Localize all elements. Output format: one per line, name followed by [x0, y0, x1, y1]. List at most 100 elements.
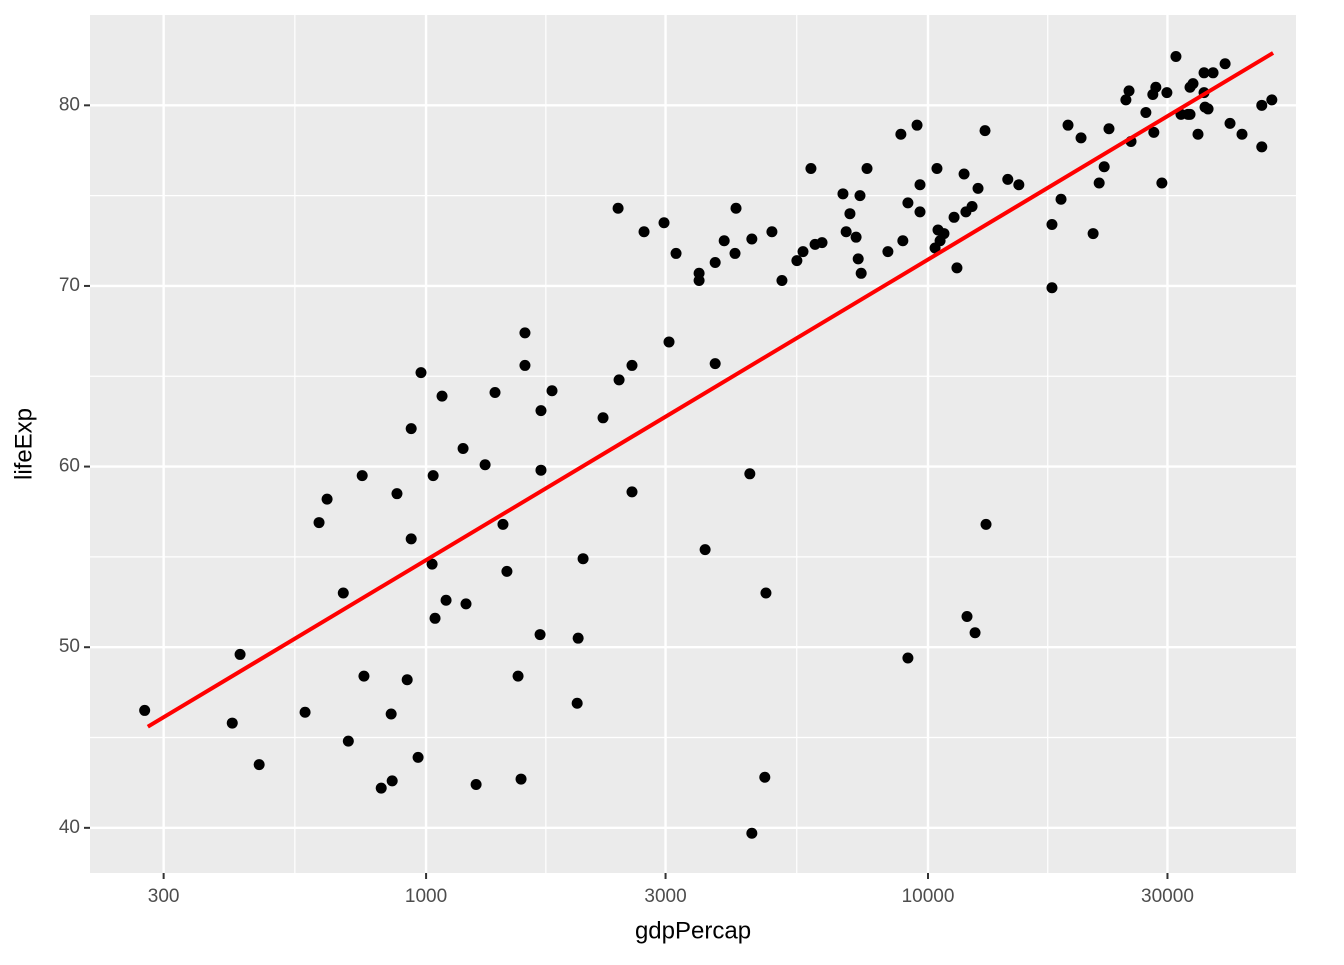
point — [1256, 99, 1268, 111]
point — [386, 775, 398, 787]
x-tick-label: 300 — [148, 886, 180, 907]
point — [436, 390, 448, 402]
point — [638, 226, 650, 238]
trend-line — [146, 51, 1275, 729]
point — [948, 211, 960, 223]
point — [969, 627, 981, 639]
point — [572, 632, 584, 644]
point — [489, 387, 501, 399]
point — [1161, 87, 1173, 99]
point — [405, 423, 417, 435]
point — [1224, 117, 1236, 129]
point — [460, 598, 472, 610]
point — [1093, 177, 1105, 189]
point — [730, 202, 742, 214]
point — [391, 488, 403, 500]
point — [1219, 58, 1231, 70]
point — [534, 629, 546, 641]
point — [412, 751, 424, 763]
point — [479, 459, 491, 471]
point — [844, 208, 856, 220]
point — [791, 255, 803, 267]
point — [1156, 177, 1168, 189]
y-tick-label: 80 — [59, 94, 80, 115]
point — [457, 443, 469, 455]
point — [746, 233, 758, 245]
point — [470, 778, 482, 790]
panel — [90, 15, 1296, 873]
point — [852, 253, 864, 265]
point — [1013, 179, 1025, 191]
x-tick-label: 30000 — [1141, 886, 1194, 907]
point — [1148, 126, 1160, 138]
point — [958, 168, 970, 180]
point — [709, 358, 721, 370]
point — [613, 374, 625, 386]
y-axis-title: lifeExp — [10, 408, 37, 480]
point — [759, 771, 771, 783]
point — [816, 237, 828, 249]
point — [979, 125, 991, 137]
point — [226, 717, 238, 729]
point — [401, 674, 413, 686]
point — [931, 163, 943, 175]
point — [626, 486, 638, 498]
point — [375, 782, 387, 794]
point — [546, 385, 558, 397]
point — [840, 226, 852, 238]
x-tick-label: 1000 — [405, 886, 447, 907]
point — [234, 648, 246, 660]
point — [535, 464, 547, 476]
point — [693, 275, 705, 287]
point — [358, 670, 370, 682]
point — [299, 706, 311, 718]
point — [718, 235, 730, 247]
point — [497, 518, 509, 530]
point — [709, 256, 721, 268]
point — [897, 235, 909, 247]
point — [512, 670, 524, 682]
point — [415, 367, 427, 379]
point — [1087, 228, 1099, 240]
point — [405, 533, 417, 545]
y-tick-label: 50 — [59, 636, 80, 657]
point — [895, 128, 907, 140]
point — [776, 275, 788, 287]
point — [1198, 67, 1210, 79]
point — [914, 179, 926, 191]
point — [729, 247, 741, 259]
point — [612, 202, 624, 214]
point — [1140, 107, 1152, 119]
point — [519, 359, 531, 371]
point — [850, 231, 862, 243]
point — [1256, 141, 1268, 153]
point — [1207, 67, 1219, 79]
point — [882, 246, 894, 258]
point — [902, 197, 914, 209]
x-axis-title: gdpPercap — [635, 917, 751, 944]
point — [854, 190, 866, 202]
point — [861, 163, 873, 175]
point — [760, 587, 772, 599]
point — [1046, 219, 1058, 231]
point — [356, 470, 368, 482]
point — [1103, 123, 1115, 135]
y-tick-label: 40 — [59, 817, 80, 838]
point — [535, 405, 547, 417]
point — [1192, 128, 1204, 140]
point — [966, 200, 978, 212]
point — [626, 359, 638, 371]
point — [951, 262, 963, 274]
point — [837, 188, 849, 200]
point — [597, 412, 609, 424]
point — [571, 697, 583, 709]
point — [253, 759, 265, 771]
point — [902, 652, 914, 664]
point — [914, 206, 926, 218]
point — [938, 228, 950, 240]
point — [1150, 81, 1162, 93]
point — [1055, 193, 1067, 205]
point — [515, 773, 527, 785]
point — [663, 336, 675, 348]
